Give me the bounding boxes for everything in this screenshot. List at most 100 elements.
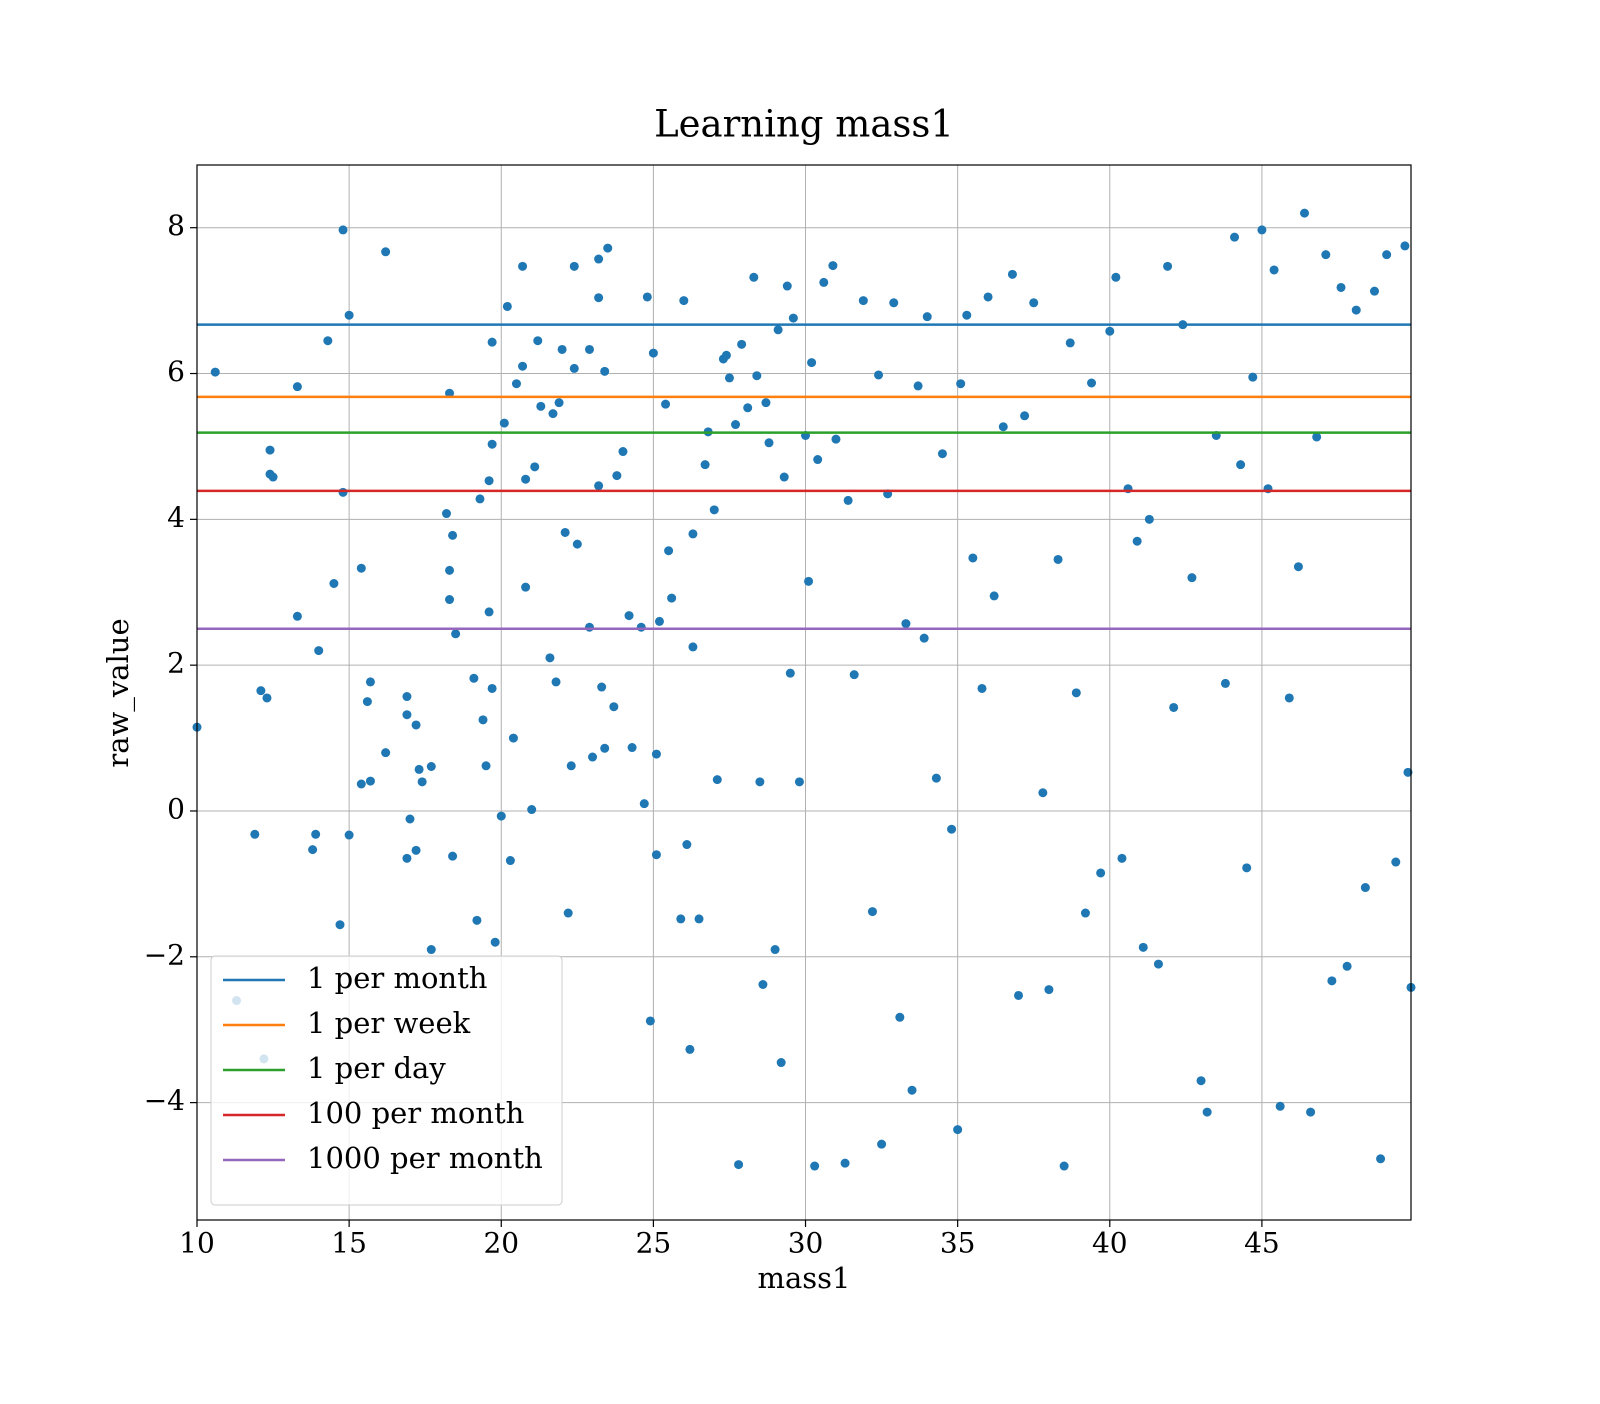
scatter-point	[588, 752, 598, 762]
scatter-point	[256, 686, 266, 696]
scatter-point	[922, 312, 932, 322]
scatter-point	[1382, 250, 1392, 260]
scatter-point	[931, 773, 941, 783]
scatter-point	[712, 775, 722, 785]
scatter-point	[402, 853, 412, 863]
scatter-point	[1044, 985, 1054, 995]
scatter-point	[1369, 286, 1379, 296]
scatter-point	[569, 363, 579, 373]
x-tick-label: 40	[1092, 1227, 1128, 1260]
scatter-point	[773, 325, 783, 335]
scatter-point	[1242, 863, 1252, 873]
scatter-point	[1336, 282, 1346, 292]
scatter-point	[566, 761, 576, 771]
scatter-point	[448, 530, 458, 540]
scatter-point	[639, 799, 649, 809]
scatter-point	[426, 945, 436, 955]
y-tick-label: −2	[144, 938, 185, 971]
scatter-point	[810, 1161, 820, 1171]
scatter-point	[755, 777, 765, 787]
scatter-point	[731, 420, 741, 430]
scatter-point	[843, 495, 853, 505]
x-tick-label: 25	[636, 1227, 672, 1260]
scatter-point	[250, 829, 260, 839]
scatter-point	[572, 539, 582, 549]
plot-frame	[196, 164, 1412, 1221]
scatter-point	[548, 409, 558, 419]
scatter-point	[1403, 767, 1413, 777]
scatter-point	[685, 1044, 695, 1054]
scatter-point	[356, 779, 366, 789]
scatter-point	[329, 579, 339, 589]
scatter-point	[721, 350, 731, 360]
scatter-point	[804, 576, 814, 586]
scatter-point	[676, 914, 686, 924]
scatter-point	[737, 339, 747, 349]
scatter-point	[1087, 378, 1097, 388]
scatter-point	[311, 829, 321, 839]
scatter-point	[411, 845, 421, 855]
scatter-point	[426, 762, 436, 772]
scatter-point	[381, 748, 391, 758]
scatter-point	[1230, 232, 1240, 242]
scatter-point	[557, 344, 567, 354]
scatter-point	[600, 366, 610, 376]
scatter-point	[487, 439, 497, 449]
scatter-point	[919, 633, 929, 643]
scatter-point	[508, 733, 518, 743]
scatter-point	[308, 845, 318, 855]
scatter-point	[496, 811, 506, 821]
scatter-point	[858, 296, 868, 306]
scatter-point	[551, 677, 561, 687]
scatter-point	[381, 247, 391, 257]
scatter-point	[867, 907, 877, 917]
scatter-point	[1202, 1107, 1212, 1117]
scatter-point	[688, 642, 698, 652]
scatter-point	[1312, 432, 1322, 442]
scatter-point	[335, 920, 345, 930]
scatter-point	[521, 474, 531, 484]
scatter-point	[977, 683, 987, 693]
scatter-point	[554, 398, 564, 408]
scatter-point	[688, 529, 698, 539]
legend-box	[210, 955, 563, 1206]
scatter-point	[764, 438, 774, 448]
scatter-point	[782, 281, 792, 291]
scatter-point	[749, 272, 759, 282]
scatter-point	[1342, 961, 1352, 971]
scatter-point	[445, 595, 455, 605]
scatter-point	[743, 403, 753, 413]
scatter-point	[1080, 908, 1090, 918]
scatter-point	[584, 622, 594, 632]
scatter-point	[831, 434, 841, 444]
scatter-point	[1059, 1161, 1069, 1171]
scatter-point	[545, 653, 555, 663]
scatter-point	[877, 1139, 887, 1149]
scatter-point	[356, 563, 366, 573]
scatter-point	[530, 462, 540, 472]
scatter-point	[481, 761, 491, 771]
scatter-point	[627, 743, 637, 753]
scatter-point	[402, 692, 412, 702]
scatter-point	[840, 1158, 850, 1168]
scatter-point	[1144, 514, 1154, 524]
scatter-point	[642, 292, 652, 302]
scatter-point	[1257, 225, 1267, 235]
scatter-point	[709, 505, 719, 515]
scatter-point	[983, 292, 993, 302]
legend-label: 1 per week	[307, 1006, 471, 1040]
scatter-point	[1275, 1101, 1285, 1111]
scatter-point	[487, 337, 497, 347]
scatter-point	[998, 422, 1008, 432]
scatter-point	[518, 261, 528, 271]
scatter-point	[1236, 460, 1246, 470]
scatter-point	[1351, 305, 1361, 315]
scatter-point	[770, 945, 780, 955]
scatter-point	[1163, 261, 1173, 271]
scatter-point	[752, 371, 762, 381]
scatter-point	[1138, 942, 1148, 952]
scatter-point	[1071, 688, 1081, 698]
scatter-point	[445, 565, 455, 575]
scatter-point	[505, 856, 515, 866]
